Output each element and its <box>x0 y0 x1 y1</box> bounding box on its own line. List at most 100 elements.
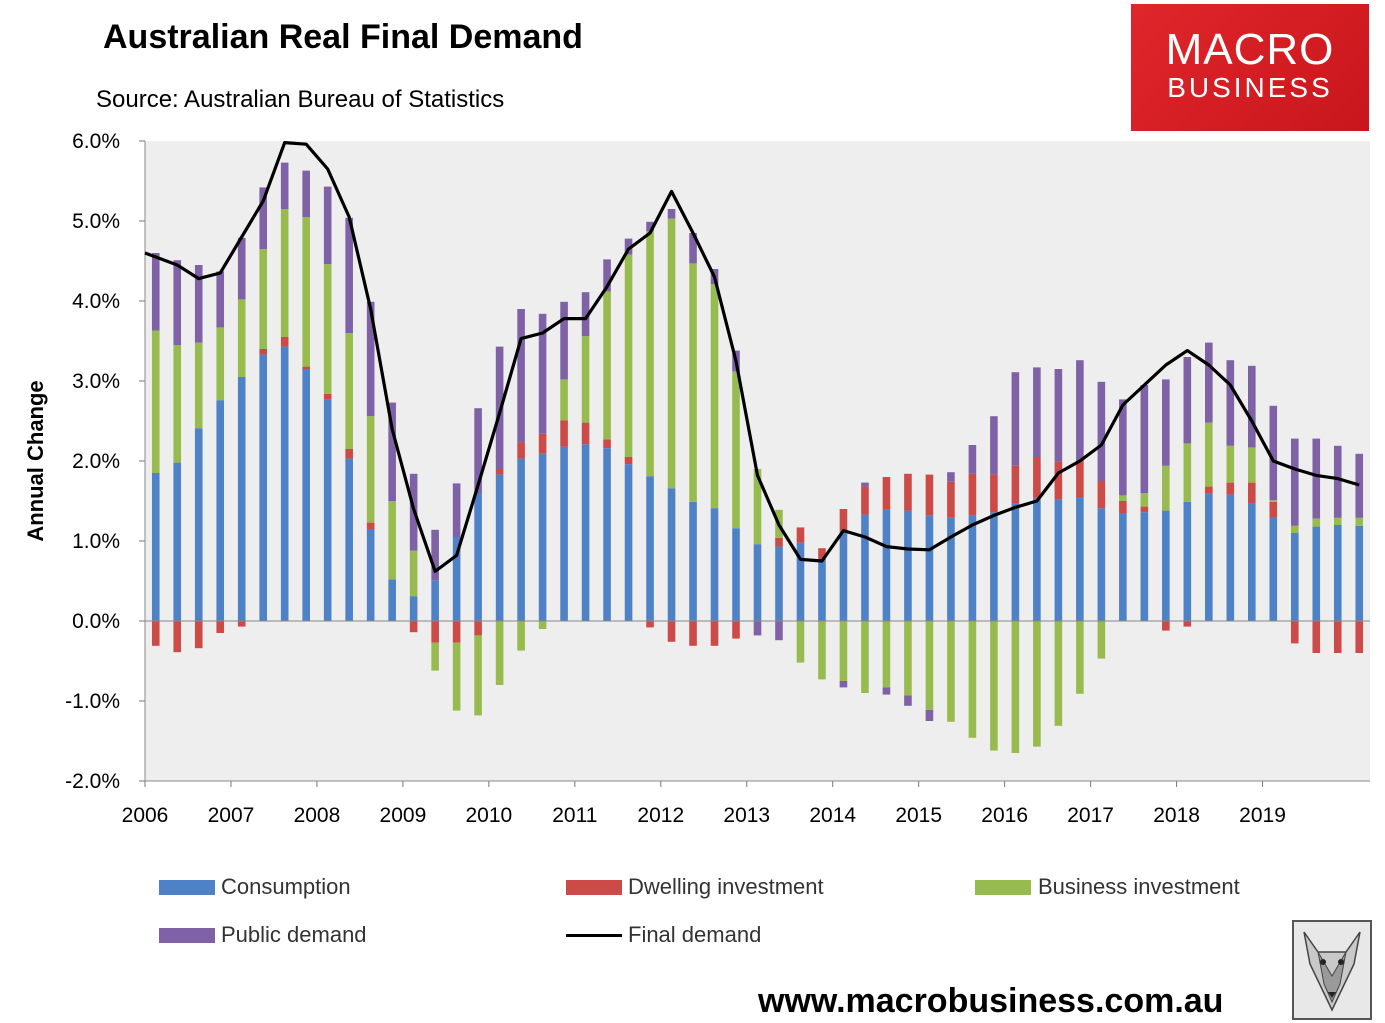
bar-consumption <box>925 515 934 621</box>
bar-public <box>581 292 590 337</box>
bar-business <box>753 469 762 545</box>
bar-dwelling <box>1248 482 1256 504</box>
bar-public <box>1097 381 1106 481</box>
bar-consumption <box>882 509 891 621</box>
legend-swatch-dwelling <box>566 880 622 895</box>
bar-public <box>624 238 633 255</box>
bar-consumption <box>1290 533 1299 621</box>
bar-public <box>990 416 998 475</box>
bar-business <box>732 371 740 529</box>
bar-business <box>1054 621 1063 726</box>
bar-business <box>839 621 848 681</box>
bar-dwelling <box>667 621 676 642</box>
bar-business <box>366 416 375 523</box>
bar-public <box>1033 367 1041 457</box>
bar-public <box>1269 405 1278 501</box>
bar-consumption <box>560 446 568 621</box>
bar-business <box>216 327 225 401</box>
bar-business <box>624 254 633 457</box>
bar-public <box>1140 385 1149 493</box>
bar-business <box>1162 465 1170 511</box>
legend-label-consumption: Consumption <box>221 874 351 899</box>
website-url[interactable]: www.macrobusiness.com.au <box>758 982 1224 1020</box>
logo-line-2: BUSINESS <box>1167 72 1333 103</box>
bar-dwelling <box>646 621 654 628</box>
bar-business <box>1226 445 1235 483</box>
bar-dwelling <box>990 474 998 513</box>
bar-consumption <box>775 546 783 621</box>
bar-business <box>280 209 289 337</box>
bar-dwelling <box>173 621 182 653</box>
bar-business <box>474 635 482 716</box>
y-tick-label: 2.0% <box>72 450 120 473</box>
bar-public <box>388 402 396 501</box>
x-tick-label: 2012 <box>637 804 684 827</box>
y-tick-label: -1.0% <box>65 690 120 713</box>
bar-dwelling <box>517 442 525 459</box>
bar-dwelling <box>1183 621 1192 627</box>
bar-business <box>1183 443 1192 502</box>
bar-public <box>1011 372 1020 466</box>
x-tick-label: 2016 <box>981 804 1028 827</box>
bar-consumption <box>517 458 525 621</box>
bar-dwelling <box>538 433 547 454</box>
bar-dwelling <box>431 621 439 643</box>
bar-business <box>1097 621 1106 659</box>
bar-dwelling <box>237 621 246 627</box>
chart-title: Australian Real Final Demand <box>103 18 583 56</box>
bar-series <box>151 162 1364 753</box>
bar-public <box>882 687 891 695</box>
bar-public <box>1248 365 1256 448</box>
bar-business <box>646 231 654 477</box>
x-tick-label: 2007 <box>208 804 255 827</box>
bar-public <box>968 445 977 474</box>
bar-business <box>861 621 869 693</box>
bar-consumption <box>1248 503 1256 621</box>
bar-public <box>474 408 482 493</box>
bar-consumption <box>1140 512 1149 621</box>
bar-dwelling <box>280 337 289 347</box>
bar-consumption <box>1226 494 1235 621</box>
bar-business <box>1033 621 1041 747</box>
bar-dwelling <box>1033 457 1041 498</box>
bar-dwelling <box>1333 621 1342 653</box>
bar-business <box>1290 525 1299 533</box>
bar-business <box>194 342 203 429</box>
bar-public <box>1226 360 1235 446</box>
bar-consumption <box>237 377 246 621</box>
x-tick-label: 2018 <box>1153 804 1200 827</box>
bar-public <box>947 472 955 482</box>
bar-consumption <box>1054 499 1063 621</box>
x-axis: 2006 2007 2008 2009 2010 2011 2012 2013 2014 2015… <box>122 781 1286 827</box>
bar-public <box>366 301 375 417</box>
bar-consumption <box>1355 525 1364 621</box>
bar-consumption <box>689 501 697 621</box>
bar-business <box>173 345 182 463</box>
bar-business <box>1205 422 1213 487</box>
bar-business <box>495 621 504 685</box>
logo-line-1: MACRO <box>1165 25 1335 74</box>
bar-consumption <box>1312 526 1321 621</box>
bar-business <box>968 621 977 738</box>
bar-business <box>667 218 676 489</box>
bar-business <box>409 550 418 597</box>
y-tick-label: 4.0% <box>72 290 120 313</box>
bar-dwelling <box>495 469 504 475</box>
bar-dwelling <box>1119 501 1127 513</box>
bar-dwelling <box>624 457 633 465</box>
bar-public <box>517 309 525 443</box>
bar-dwelling <box>947 481 955 518</box>
x-tick-label: 2015 <box>895 804 942 827</box>
bar-dwelling <box>452 621 461 643</box>
macrobusiness-logo[interactable]: MACRO BUSINESS <box>1131 4 1369 131</box>
y-tick-label: -2.0% <box>65 770 120 793</box>
bar-business <box>925 621 934 710</box>
legend-label-business: Business investment <box>1038 874 1240 899</box>
bar-public <box>259 187 267 249</box>
bar-dwelling <box>1054 461 1063 500</box>
legend-swatch-final-demand <box>566 934 622 937</box>
bar-business <box>1011 621 1020 753</box>
bar-dwelling <box>1355 621 1364 653</box>
bar-dwelling <box>259 349 267 355</box>
bar-public <box>1183 357 1192 444</box>
